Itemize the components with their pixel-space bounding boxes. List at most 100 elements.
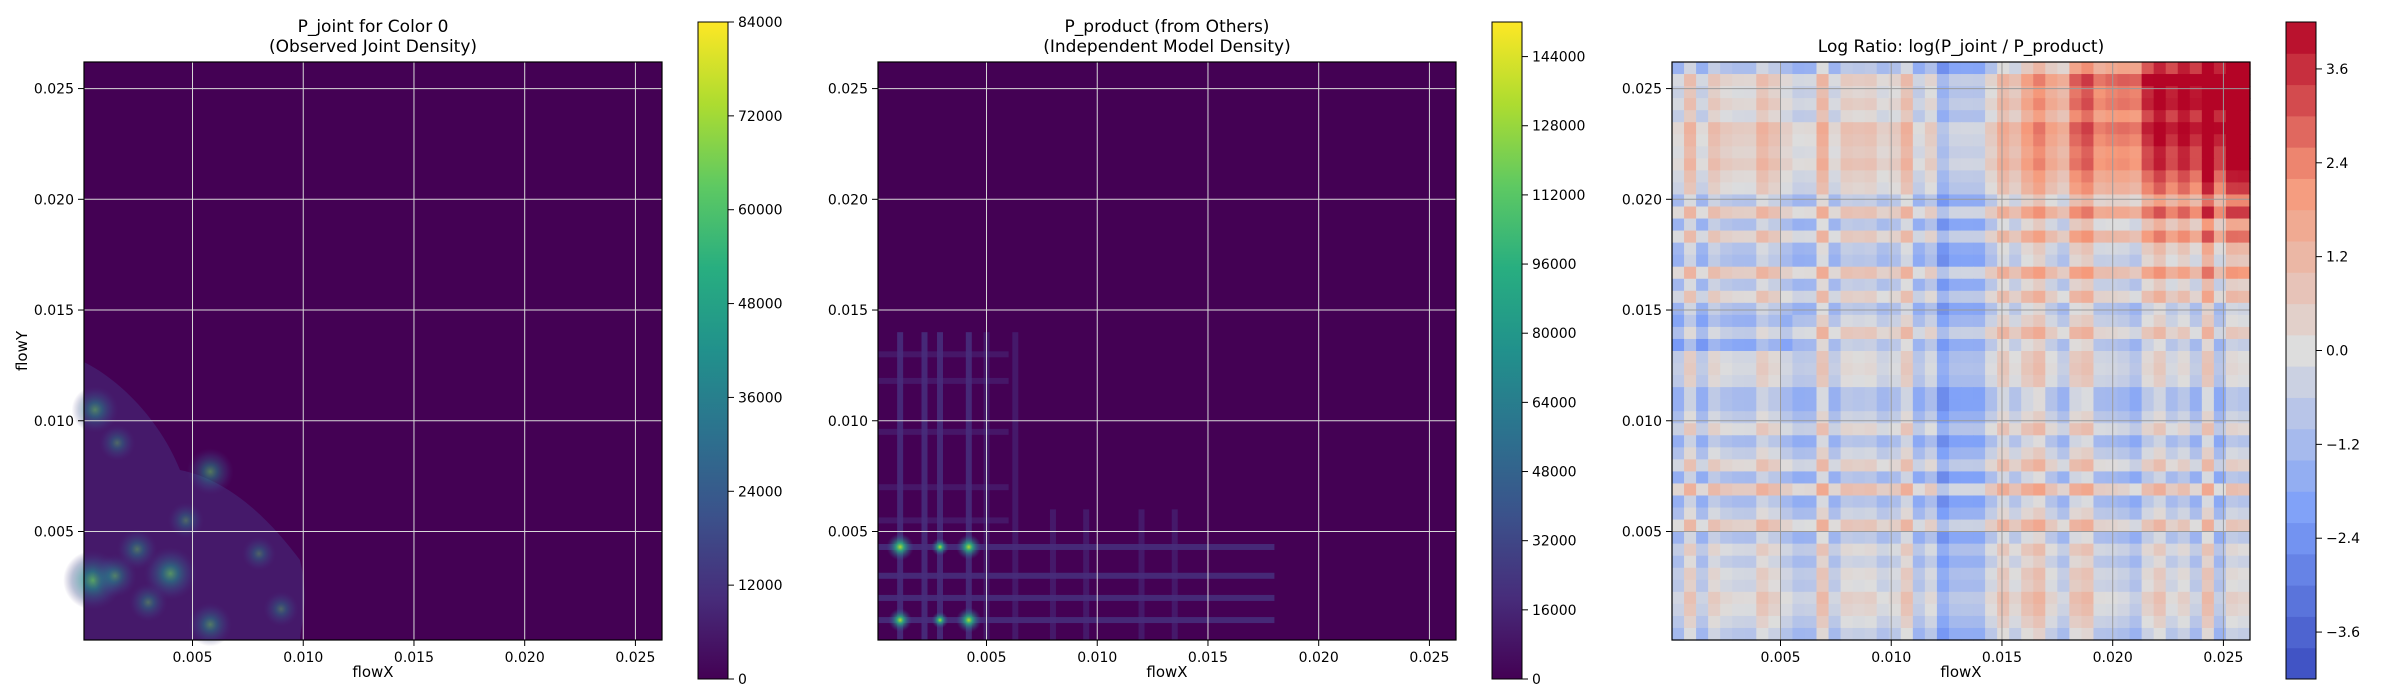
logratio-cell [1816,230,1830,244]
logratio-cell [1973,146,1986,159]
logratio-cell [2129,182,2143,196]
logratio-cell [1744,591,1757,605]
logratio-cell [1924,122,1938,135]
logratio-cell [1780,519,1794,533]
logratio-cell [2225,459,2239,473]
logratio-cell [1804,314,1818,328]
logratio-cell [1985,110,1998,123]
logratio-cell [2021,543,2034,557]
logratio-cell [1864,615,1878,629]
logratio-cell [1948,591,1962,605]
logratio-cell [1912,230,1926,244]
logratio-cell [1780,218,1794,232]
logratio-cell [2117,567,2131,581]
logratio-cell [1780,591,1794,605]
colorbar-tick-label: 80000 [1532,326,1577,342]
logratio-cell [2117,483,2131,497]
logratio-cell [2069,399,2083,412]
logratio-cell [1997,266,2010,280]
colorbar-tick-label: 60000 [738,203,783,219]
logratio-cell [2153,62,2167,75]
logratio-cell [1840,399,1854,412]
logratio-cell [1924,62,1938,75]
logratio-cell [2141,579,2155,593]
logratio-cell [2105,423,2119,436]
logratio-cell [2141,555,2155,569]
logratio-cell [1840,447,1854,460]
logratio-cell [1900,134,1914,147]
logratio-cells [1672,62,2251,641]
logratio-cell [1924,74,1938,87]
logratio-cell [1744,351,1757,364]
logratio-cell [1876,230,1890,244]
logratio-cell [1912,194,1926,208]
logratio-cell [1792,62,1806,75]
logratio-cell [1864,218,1878,232]
logratio-cell [1864,507,1878,521]
logratio-cell [2093,170,2107,184]
logratio-cell [1756,146,1769,159]
x-tick-label: 0.015 [1982,650,2022,666]
logratio-cell [2105,278,2119,292]
logratio-cell [2057,531,2070,545]
logratio-cell [2081,134,2095,147]
gridlines-joint [84,62,662,640]
logratio-cell [1828,579,1842,593]
logratio-cell [1900,411,1914,424]
logratio-cell [1997,182,2010,196]
logratio-cell [1948,110,1962,123]
logratio-cell [2153,254,2167,268]
logratio-cell [1756,194,1769,208]
logratio-cell [2237,122,2251,135]
logratio-cell [1684,591,1697,605]
logratio-cell [1900,387,1914,400]
logratio-cell [2057,579,2070,593]
logratio-cell [2213,615,2227,629]
logratio-cell [2081,86,2095,99]
density-hotspot [186,448,234,496]
logratio-cell [1768,254,1781,268]
logratio-cell [1912,603,1926,617]
logratio-cell [1936,507,1950,521]
logratio-cell [1900,555,1914,569]
logratio-cell [2213,266,2227,280]
logratio-cell [1973,627,1986,641]
logratio-cell [1912,423,1926,436]
logratio-cell [1828,158,1842,171]
logratio-cell [1912,110,1926,123]
logratio-cell [1828,194,1842,208]
logratio-cell [1708,182,1721,196]
logratio-cell [1936,242,1950,256]
logratio-cell [1864,543,1878,557]
logratio-cell [2069,375,2083,388]
logratio-cell [2093,98,2107,111]
density-hotspot [241,536,277,571]
logratio-cell [1900,363,1914,376]
logratio-cell [1780,579,1794,593]
logratio-cell [1973,170,1986,184]
logratio-cell [1780,375,1794,388]
logratio-cell [1888,338,1902,352]
logratio-cell [1732,254,1745,268]
logratio-cell [2189,447,2203,460]
logratio-cell [2177,363,2191,376]
logratio-cell [1876,399,1890,412]
logratio-cell [2033,134,2046,147]
logratio-cell [2141,62,2155,75]
logratio-cell [2105,603,2119,617]
logratio-cell [1973,194,1986,208]
logratio-cell [1936,387,1950,400]
logratio-cell [1756,206,1769,220]
logratio-cell [1804,627,1818,641]
logratio-cell [1696,399,1709,412]
logratio-cell [1936,266,1950,280]
logratio-cell [1756,447,1769,460]
logratio-cell [2237,134,2251,147]
logratio-cell [2069,519,2083,533]
x-tick-label: 0.010 [283,650,323,666]
logratio-cell [2105,435,2119,448]
logratio-cell [1888,122,1902,135]
logratio-cell [1997,531,2010,545]
